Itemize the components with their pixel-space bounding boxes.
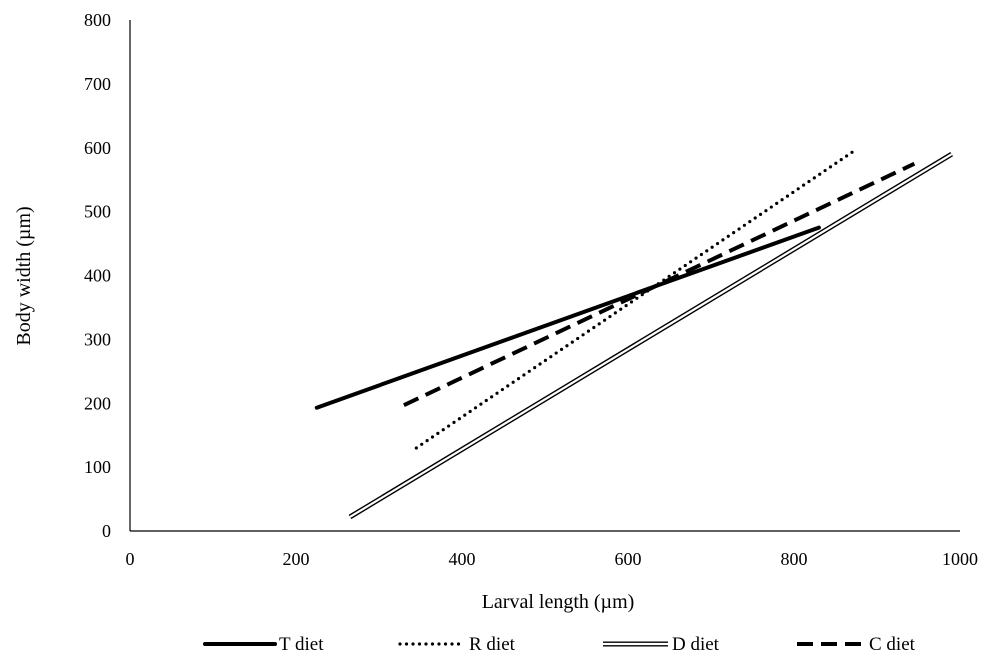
x-tick-label: 200 [283,549,310,569]
series-line-r-diet [414,150,854,450]
legend-item-d-diet: D diet [603,634,720,655]
legend-item-t-diet: T diet [203,634,324,655]
x-tick-label: 600 [615,549,642,569]
y-tick-label: 800 [84,10,111,30]
axes [129,20,960,532]
series-line-c-diet [403,161,916,407]
series-lines [314,150,953,520]
series-line-t-diet [314,225,821,410]
y-tick-label: 200 [84,393,111,413]
legend: T diet R diet D diet C diet [203,634,916,655]
y-tick-label: 100 [84,457,111,477]
y-tick-label: 600 [84,138,111,158]
x-tick-label: 1000 [942,549,978,569]
y-tick-label: 500 [84,202,111,222]
y-tick-label: 300 [84,329,111,349]
x-tick-label: 0 [126,549,135,569]
x-axis-title: Larval length (µm) [482,591,635,613]
y-tick-label: 700 [84,74,111,94]
legend-label-d-diet: D diet [672,634,720,655]
series-line-d-diet [348,151,953,520]
x-tick-label: 800 [781,549,808,569]
y-tick-label: 400 [84,266,111,286]
legend-label-c-diet: C diet [869,634,916,655]
tick-labels: 0 200 400 600 800 1000 0 100 200 300 400 500 600 700 8… [84,10,978,569]
y-tick-label: 0 [102,521,111,541]
x-tick-label: 400 [449,549,476,569]
legend-item-c-diet: C diet [797,634,916,655]
legend-label-r-diet: R diet [469,634,516,655]
legend-label-t-diet: T diet [279,634,324,655]
legend-item-r-diet: R diet [398,634,516,655]
y-axis-title: Body width (µm) [13,206,35,345]
